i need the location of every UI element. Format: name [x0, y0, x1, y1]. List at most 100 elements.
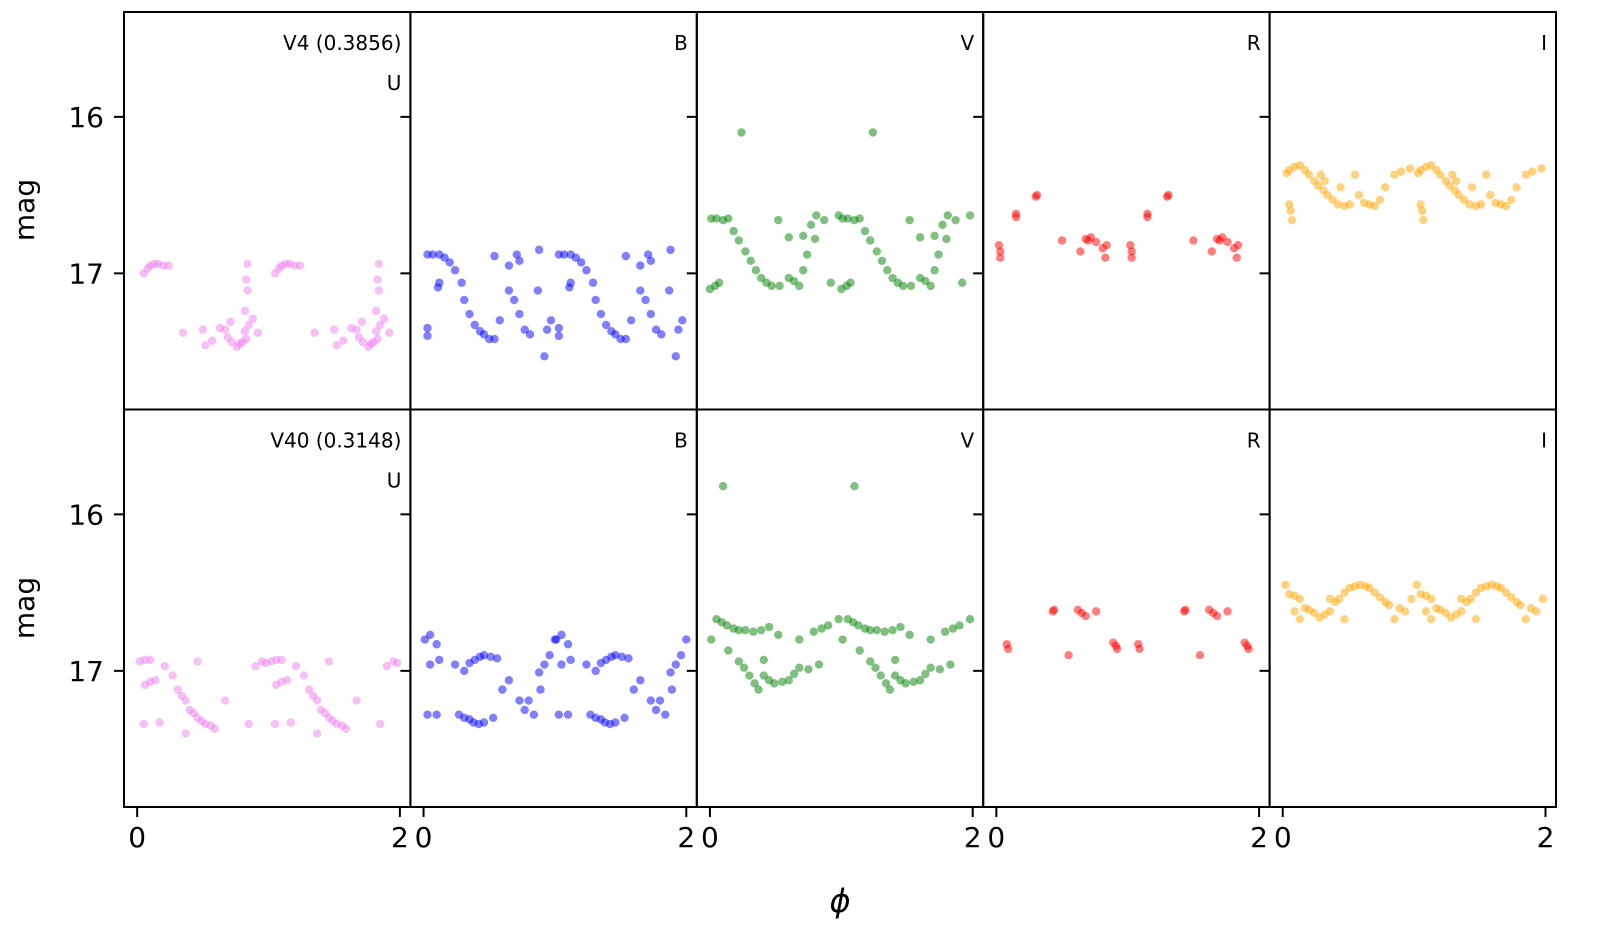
data-point-V: [820, 215, 829, 225]
data-point-V: [883, 266, 892, 275]
data-point-B: [534, 668, 544, 677]
data-point-V: [943, 211, 952, 220]
data-point-V: [741, 247, 750, 256]
data-point-B: [655, 696, 665, 705]
data-point-U: [248, 314, 257, 323]
data-point-V: [750, 679, 759, 688]
data-point-R: [1189, 236, 1198, 245]
data-point-R: [996, 253, 1005, 262]
data-point-V: [921, 669, 930, 679]
data-point-B: [557, 660, 566, 669]
data-point-B: [624, 654, 633, 663]
panel-frame: [1268, 11, 1557, 411]
data-point-B: [682, 635, 691, 644]
data-point-R: [1135, 644, 1144, 654]
data-point-U: [251, 661, 260, 671]
band-label: V: [961, 31, 975, 55]
data-point-B: [460, 295, 469, 305]
data-point-B: [460, 666, 469, 676]
data-point-V: [777, 677, 787, 687]
data-point-I: [1419, 215, 1428, 225]
data-point-U: [181, 729, 190, 738]
data-point-V: [872, 247, 881, 256]
data-point-V: [756, 625, 766, 635]
data-point-R: [1127, 247, 1136, 256]
data-point-U: [299, 671, 309, 680]
data-point-V: [930, 266, 939, 275]
data-point-B: [588, 278, 598, 287]
data-point-I: [1316, 170, 1326, 179]
x-axis-label: ϕ: [829, 882, 850, 920]
data-point-R: [1126, 240, 1135, 250]
data-point-V: [795, 663, 804, 672]
data-point-I: [1396, 167, 1406, 176]
data-point-V: [714, 278, 724, 287]
data-point-U: [198, 325, 208, 334]
data-point-R: [1223, 607, 1232, 616]
data-point-B: [576, 258, 586, 267]
data-point-R: [1244, 644, 1253, 654]
data-point-V: [764, 622, 774, 632]
data-point-V: [850, 481, 859, 491]
data-point-V: [746, 256, 755, 266]
data-point-B: [554, 710, 564, 719]
data-point-B: [554, 323, 564, 333]
data-point-I: [1285, 200, 1294, 209]
band-label: U: [387, 71, 402, 95]
data-point-B: [621, 334, 631, 344]
x-tick-label: 2: [1250, 821, 1268, 854]
data-point-U: [243, 259, 252, 269]
data-point-I: [1407, 594, 1416, 604]
data-point-V: [759, 655, 769, 665]
points-layer: [135, 128, 1548, 738]
data-point-I: [1501, 201, 1511, 211]
data-point-I: [1507, 195, 1516, 204]
data-point-V: [866, 657, 875, 666]
data-point-U: [155, 718, 164, 727]
data-point-B: [488, 713, 498, 722]
data-point-V: [810, 234, 820, 244]
data-point-B: [423, 331, 432, 341]
data-point-U: [244, 719, 254, 729]
data-point-I: [1333, 200, 1343, 209]
data-point-V: [729, 226, 738, 236]
data-point-V: [915, 233, 925, 242]
data-point-U: [373, 334, 382, 344]
data-point-V: [734, 625, 744, 635]
data-point-I: [1451, 176, 1461, 186]
data-point-B: [620, 713, 629, 722]
data-point-V: [955, 621, 964, 630]
data-point-V: [814, 660, 824, 669]
data-point-U: [372, 327, 381, 336]
data-point-V: [718, 481, 728, 491]
data-point-U: [270, 719, 280, 729]
x-tick-label: 0: [415, 821, 433, 854]
data-point-B: [611, 718, 620, 727]
data-point-I: [1370, 201, 1379, 211]
data-point-B: [636, 676, 645, 685]
data-point-B: [450, 266, 460, 275]
data-point-V: [712, 214, 721, 223]
data-point-V: [806, 220, 816, 230]
data-point-R: [1049, 605, 1059, 615]
data-point-V: [826, 278, 836, 287]
band-label: I: [1541, 429, 1547, 453]
data-point-U: [375, 320, 385, 330]
data-point-B: [591, 295, 600, 305]
data-point-B: [490, 334, 499, 344]
data-point-V: [784, 676, 793, 685]
data-point-V: [812, 211, 821, 220]
data-point-U: [241, 275, 251, 284]
data-point-V: [890, 655, 900, 665]
data-point-B: [433, 283, 443, 292]
data-point-B: [629, 685, 638, 694]
data-point-I: [1304, 170, 1314, 179]
data-point-B: [529, 710, 539, 719]
data-point-B: [596, 309, 606, 319]
data-point-I: [1486, 190, 1495, 200]
data-point-V: [802, 250, 812, 259]
data-point-U: [341, 724, 351, 733]
data-point-R: [1127, 253, 1136, 262]
y-axis-label-bottom: mag: [8, 577, 41, 639]
